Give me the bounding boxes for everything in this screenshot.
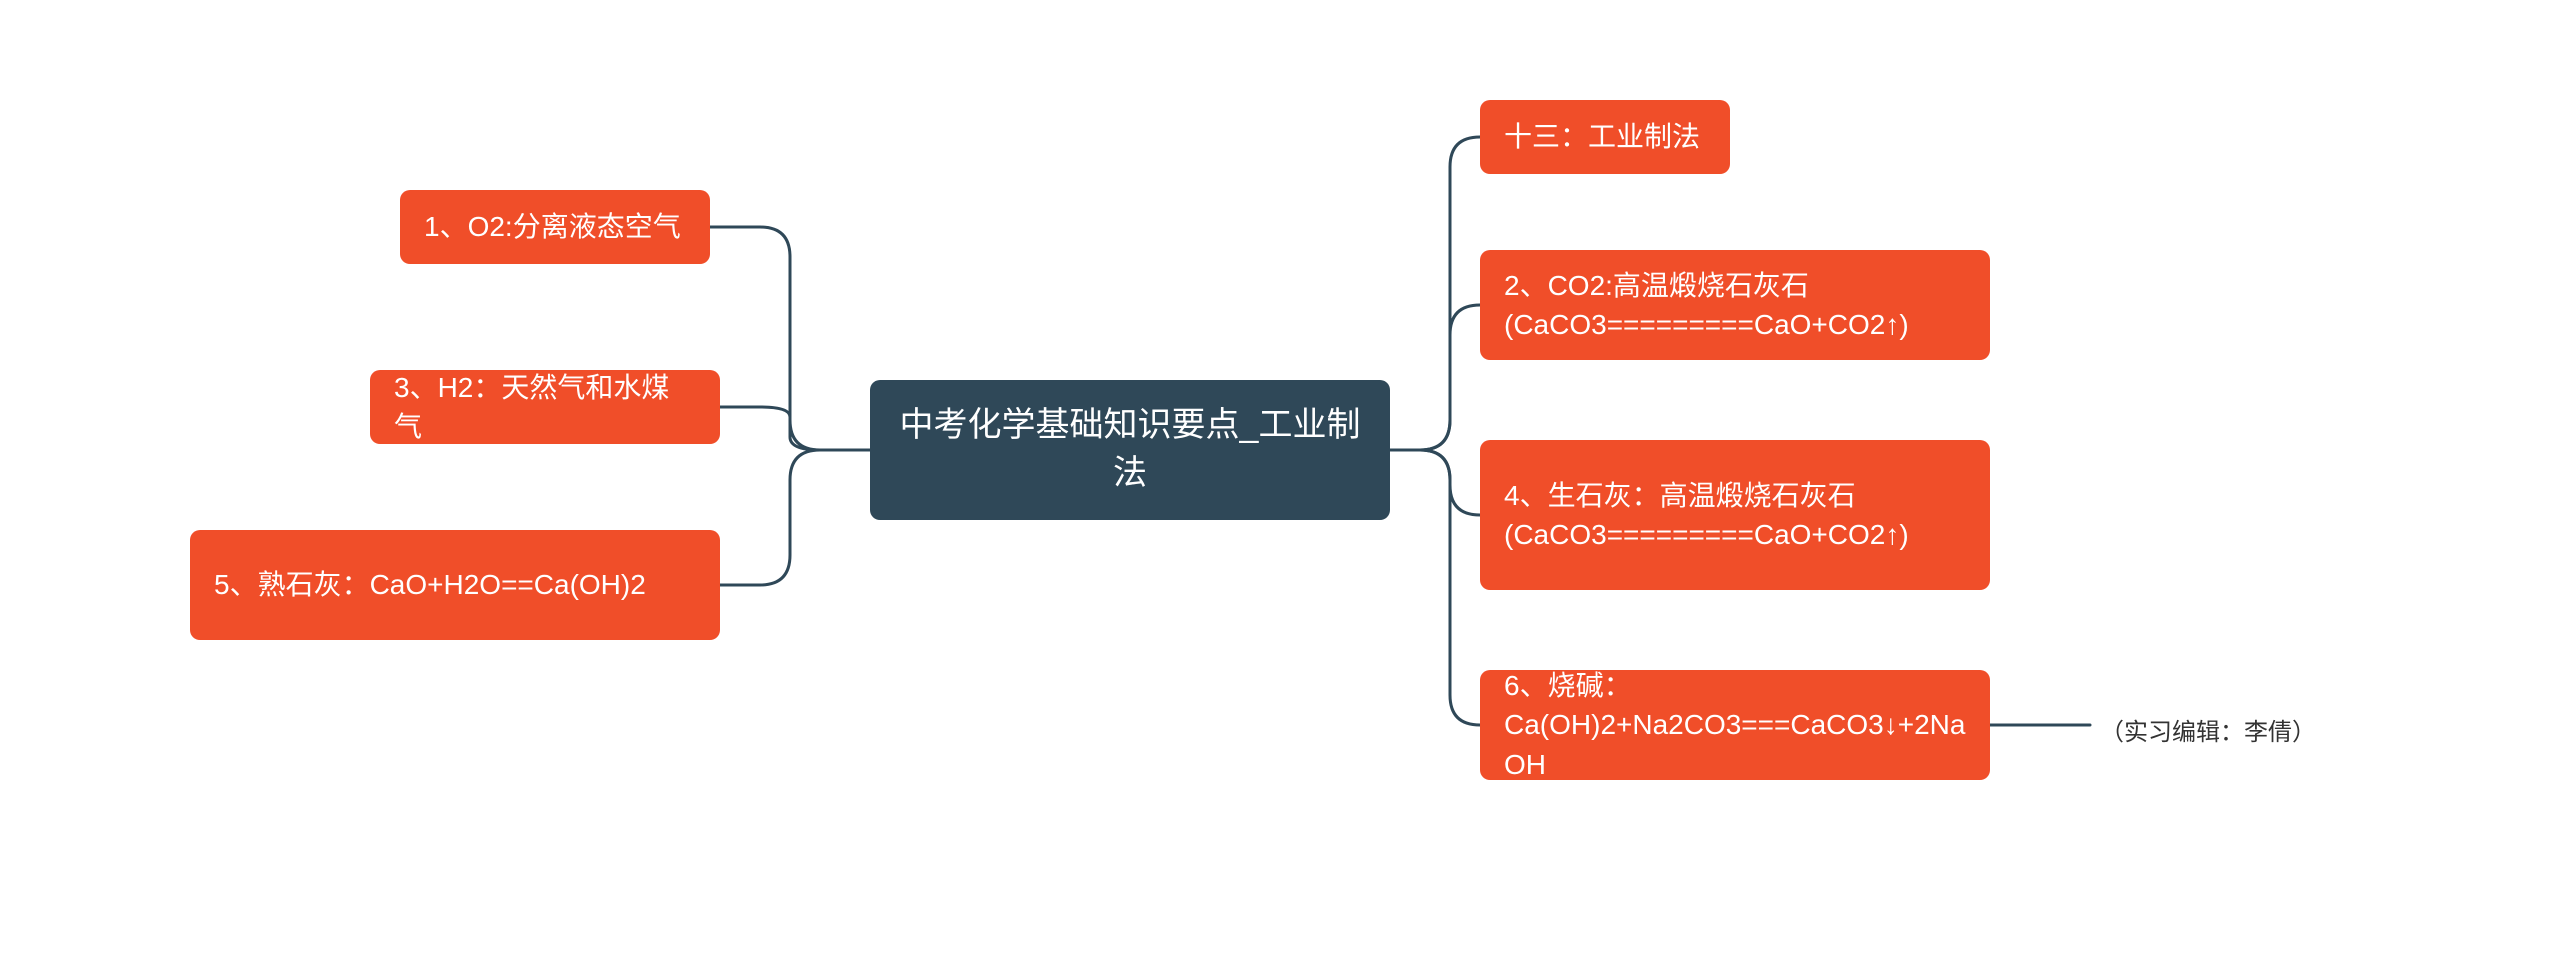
footnote-text: （实习编辑：李倩）: [2100, 719, 2316, 746]
connector-r13: [1390, 137, 1480, 450]
left-node-h2: 3、H2：天然气和水煤气: [370, 370, 720, 444]
left-node-o2: 1、O2:分离液态空气: [400, 190, 710, 264]
connector-l3: [720, 407, 870, 450]
center-label: 中考化学基础知识要点_工业制法: [894, 402, 1366, 497]
left-node-caoh2: 5、熟石灰：CaO+H2O==Ca(OH)2: [190, 530, 720, 640]
right-node-industrial: 十三：工业制法: [1480, 100, 1730, 174]
footnote: （实习编辑：李倩）: [2100, 712, 2316, 747]
mindmap-canvas: 中考化学基础知识要点_工业制法 1、O2:分离液态空气 3、H2：天然气和水煤气…: [0, 0, 2560, 980]
connector-r6: [1390, 450, 1480, 725]
left-label: 1、O2:分离液态空气: [424, 207, 681, 246]
right-label: 十三：工业制法: [1504, 117, 1700, 156]
connector-r4: [1390, 450, 1480, 515]
connector-r2: [1390, 305, 1480, 450]
right-label: 6、烧碱：Ca(OH)2+Na2CO3===CaCO3↓+2Na OH: [1504, 666, 1966, 784]
right-label: 4、生石灰：高温煅烧石灰石(CaCO3=========CaO+CO2↑): [1504, 476, 1966, 554]
connector-l5: [720, 450, 870, 585]
connector-l1: [710, 227, 870, 450]
left-label: 3、H2：天然气和水煤气: [394, 368, 696, 446]
right-node-naoh: 6、烧碱：Ca(OH)2+Na2CO3===CaCO3↓+2Na OH: [1480, 670, 1990, 780]
left-label: 5、熟石灰：CaO+H2O==Ca(OH)2: [214, 565, 646, 604]
right-node-co2: 2、CO2:高温煅烧石灰石(CaCO3=========CaO+CO2↑): [1480, 250, 1990, 360]
right-node-cao: 4、生石灰：高温煅烧石灰石(CaCO3=========CaO+CO2↑): [1480, 440, 1990, 590]
center-node: 中考化学基础知识要点_工业制法: [870, 380, 1390, 520]
right-label: 2、CO2:高温煅烧石灰石(CaCO3=========CaO+CO2↑): [1504, 266, 1966, 344]
